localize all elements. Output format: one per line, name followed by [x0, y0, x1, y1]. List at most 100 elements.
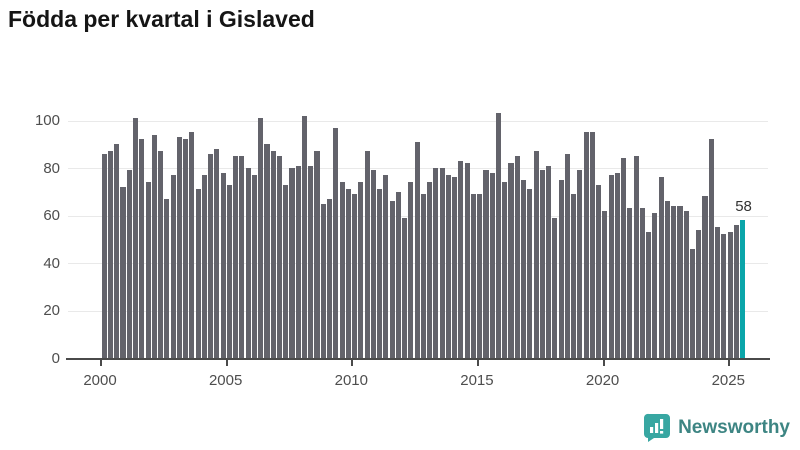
bar	[270, 151, 276, 358]
bar	[176, 137, 182, 358]
y-axis-label: 60	[43, 207, 60, 224]
bar	[464, 163, 470, 358]
bar	[301, 116, 308, 358]
bar	[214, 149, 220, 358]
bar	[727, 232, 733, 358]
bar	[420, 194, 426, 358]
bar	[370, 170, 376, 358]
bar	[558, 180, 564, 358]
bar	[696, 230, 702, 358]
bar	[107, 151, 114, 358]
x-axis-line	[66, 358, 770, 360]
bar	[733, 225, 739, 358]
bar	[452, 177, 458, 358]
bar	[220, 173, 226, 358]
bar	[546, 166, 552, 358]
bar	[639, 208, 645, 358]
bar	[358, 182, 364, 358]
bar	[195, 189, 201, 358]
x-axis-label: 2005	[208, 372, 243, 389]
bar	[427, 182, 433, 358]
bar	[470, 194, 477, 358]
bar	[508, 163, 514, 358]
bar	[614, 173, 620, 358]
bar	[170, 175, 176, 358]
bar	[239, 156, 245, 358]
bar	[483, 170, 489, 358]
bar	[114, 144, 120, 358]
bar	[589, 132, 595, 358]
bar	[245, 168, 251, 358]
bar	[658, 177, 664, 358]
y-axis-label: 40	[43, 254, 60, 272]
bar	[489, 173, 495, 358]
bar	[671, 206, 677, 358]
y-axis-label: 20	[43, 302, 60, 319]
logo-text: Newsworthy	[678, 416, 790, 438]
bar	[577, 170, 583, 358]
bar	[364, 151, 370, 358]
bar	[158, 151, 164, 358]
bar	[708, 139, 714, 358]
bar	[721, 234, 727, 358]
axis-tick	[602, 360, 605, 366]
bar	[101, 154, 107, 358]
bar	[646, 232, 652, 358]
bar	[652, 213, 658, 358]
bar	[145, 182, 151, 358]
bar	[389, 201, 395, 358]
bar	[445, 175, 451, 358]
bar	[564, 154, 570, 358]
bar	[320, 204, 326, 358]
bar	[345, 189, 351, 358]
bar	[289, 168, 295, 358]
bar-chart-bubble-icon	[644, 413, 671, 442]
gridline	[68, 120, 768, 122]
bar	[126, 170, 132, 358]
bar	[326, 199, 333, 358]
bar	[201, 175, 207, 358]
bar	[702, 196, 708, 358]
bar	[495, 113, 502, 358]
bar	[627, 208, 633, 358]
bar	[552, 218, 558, 358]
y-axis-label: 80	[43, 159, 60, 177]
bar	[608, 175, 614, 358]
bar	[208, 154, 214, 358]
axis-tick	[100, 360, 102, 366]
bar	[183, 139, 189, 358]
bar	[258, 118, 264, 358]
bar	[314, 151, 320, 358]
bar	[339, 182, 345, 358]
bar	[683, 211, 689, 358]
bar	[383, 175, 389, 358]
x-axis-label: 2015	[460, 372, 494, 389]
highlight-bar	[740, 220, 746, 358]
bar	[352, 194, 358, 358]
bar	[295, 166, 301, 358]
bar	[189, 132, 195, 358]
bar	[514, 156, 520, 358]
bar	[120, 187, 126, 358]
x-axis-label: 2010	[334, 372, 368, 389]
bar	[251, 175, 257, 358]
bar	[527, 189, 533, 358]
value-annotation: 58	[735, 198, 752, 215]
bar	[139, 139, 145, 358]
bar	[677, 206, 683, 358]
bar	[714, 227, 721, 358]
bar	[520, 180, 527, 358]
bar	[308, 166, 314, 358]
bar	[164, 199, 170, 358]
axis-tick	[476, 360, 479, 366]
bar	[132, 118, 139, 358]
axis-tick	[728, 360, 731, 366]
y-axis-label: 0	[51, 349, 60, 367]
bar	[151, 135, 157, 358]
bar	[689, 249, 696, 358]
bar	[533, 151, 539, 358]
bar	[571, 194, 577, 358]
y-axis-label: 100	[34, 112, 60, 129]
bar	[395, 192, 401, 358]
